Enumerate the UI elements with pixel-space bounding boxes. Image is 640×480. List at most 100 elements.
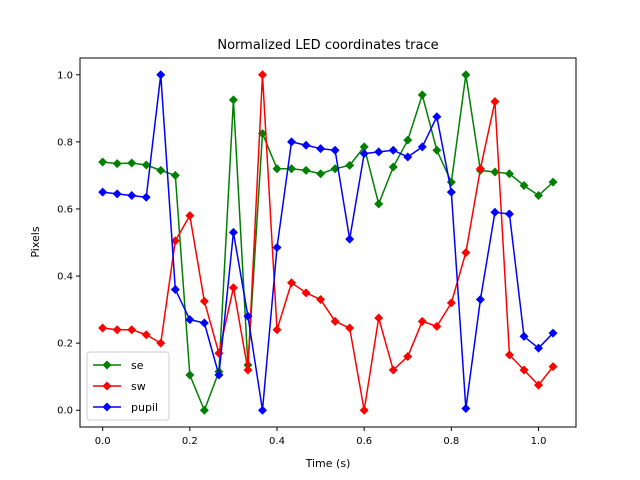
- y-axis-label: Pixels: [29, 226, 42, 257]
- data-point-sw: [534, 380, 544, 390]
- data-point-sw: [403, 352, 413, 362]
- data-point-sw: [257, 70, 267, 80]
- y-tick-label: 0.2: [57, 339, 73, 350]
- data-point-sw: [330, 316, 340, 326]
- data-point-sw: [504, 350, 514, 360]
- data-point-pupil: [127, 191, 137, 201]
- series-sw: [98, 70, 558, 415]
- y-tick-label: 0.4: [57, 272, 73, 283]
- data-point-sw: [345, 323, 355, 333]
- data-point-sw: [141, 330, 151, 340]
- data-point-sw: [432, 321, 442, 331]
- data-point-se: [127, 158, 137, 168]
- data-point-pupil: [199, 318, 209, 328]
- data-point-se: [98, 157, 108, 167]
- data-point-se: [272, 164, 282, 174]
- data-point-pupil: [243, 311, 253, 321]
- data-point-se: [519, 180, 529, 190]
- data-point-se: [461, 70, 471, 80]
- legend-item-sw: sw: [93, 380, 146, 393]
- data-point-pupil: [359, 149, 369, 159]
- x-tick-label: 0.4: [269, 436, 285, 447]
- data-point-pupil: [141, 192, 151, 202]
- data-point-sw: [127, 325, 137, 335]
- data-point-pupil: [417, 142, 427, 152]
- data-point-pupil: [432, 112, 442, 122]
- x-axis-ticks: 0.0 0.2 0.4 0.6 0.8 1.0: [95, 427, 547, 447]
- data-point-sw: [199, 296, 209, 306]
- y-axis-ticks: 0.0 0.2 0.4 0.6 0.8 1.0: [57, 70, 80, 417]
- data-point-se: [301, 165, 311, 175]
- series-line-pupil: [102, 74, 554, 411]
- x-tick-label: 1.0: [531, 436, 547, 447]
- data-point-sw: [170, 236, 180, 246]
- data-point-sw: [359, 405, 369, 415]
- data-point-pupil: [446, 187, 456, 197]
- data-point-pupil: [504, 209, 514, 219]
- series-line-se: [102, 74, 554, 411]
- data-point-se: [170, 170, 180, 180]
- legend-item-pupil: pupil: [93, 401, 158, 414]
- y-tick-label: 1.0: [57, 70, 73, 81]
- legend-marker-sw: [102, 381, 112, 391]
- x-tick-label: 0.0: [95, 436, 111, 447]
- data-point-pupil: [475, 295, 485, 305]
- data-point-sw: [287, 278, 297, 288]
- data-point-sw: [316, 295, 326, 305]
- y-tick-label: 0.8: [57, 137, 73, 148]
- data-point-se: [112, 159, 122, 169]
- data-point-pupil: [228, 227, 238, 237]
- data-point-pupil: [301, 140, 311, 150]
- legend-marker-se: [102, 360, 112, 370]
- data-point-sw: [417, 316, 427, 326]
- data-point-sw: [519, 365, 529, 375]
- data-point-sw: [272, 325, 282, 335]
- data-point-se: [345, 160, 355, 170]
- data-point-se: [199, 405, 209, 415]
- data-point-pupil: [374, 147, 384, 157]
- data-point-se: [548, 177, 558, 187]
- series-line-sw: [102, 74, 554, 411]
- data-point-se: [287, 164, 297, 174]
- axes-frame: [79, 57, 577, 428]
- data-point-se: [432, 145, 442, 155]
- data-point-pupil: [287, 137, 297, 147]
- data-point-pupil: [490, 207, 500, 217]
- data-point-sw: [490, 97, 500, 107]
- legend-marker-pupil: [102, 402, 112, 412]
- data-point-pupil: [330, 145, 340, 155]
- legend-label-pupil: pupil: [131, 401, 158, 414]
- data-point-se: [316, 169, 326, 179]
- data-point-sw: [388, 365, 398, 375]
- data-point-pupil: [548, 328, 558, 338]
- data-point-sw: [228, 283, 238, 293]
- data-point-pupil: [156, 70, 166, 80]
- x-tick-label: 0.6: [356, 436, 372, 447]
- data-point-se: [185, 370, 195, 380]
- data-point-sw: [301, 288, 311, 298]
- data-point-pupil: [272, 243, 282, 253]
- data-point-pupil: [214, 370, 224, 380]
- data-point-pupil: [388, 145, 398, 155]
- data-point-pupil: [345, 234, 355, 244]
- data-point-se: [490, 167, 500, 177]
- data-point-pupil: [170, 284, 180, 294]
- x-tick-label: 0.2: [182, 436, 198, 447]
- data-point-sw: [548, 362, 558, 372]
- data-point-pupil: [534, 343, 544, 353]
- data-point-sw: [475, 164, 485, 174]
- data-point-se: [417, 90, 427, 100]
- data-point-sw: [446, 298, 456, 308]
- data-point-pupil: [257, 405, 267, 415]
- y-tick-label: 0.6: [57, 204, 73, 215]
- data-point-pupil: [519, 331, 529, 341]
- data-point-se: [359, 142, 369, 152]
- data-point-se: [228, 95, 238, 105]
- data-point-sw: [156, 338, 166, 348]
- series-pupil: [98, 70, 558, 415]
- data-point-se: [388, 162, 398, 172]
- data-point-se: [374, 199, 384, 209]
- x-axis-label: Time (s): [305, 457, 351, 470]
- data-point-sw: [374, 313, 384, 323]
